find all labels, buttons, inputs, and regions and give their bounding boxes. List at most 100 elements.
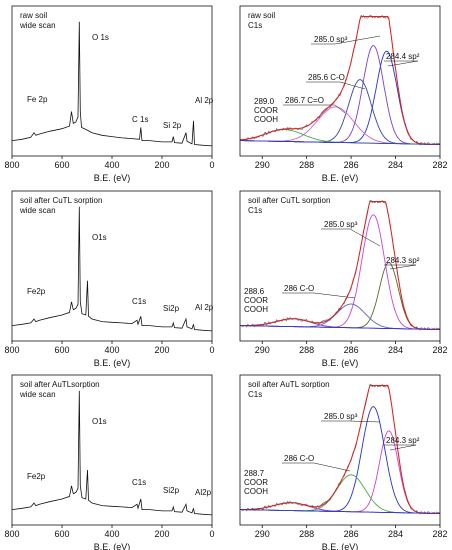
label-leader xyxy=(349,228,381,247)
x-tick-label: 800 xyxy=(4,345,19,355)
x-tick-label: 284 xyxy=(388,529,403,539)
panel-title: soil after AuTL sorption xyxy=(248,380,330,389)
label-leader xyxy=(349,420,381,423)
peak-label: 284.3 sp² xyxy=(386,436,420,445)
x-tick-label: 800 xyxy=(4,529,19,539)
x-tick-label: 290 xyxy=(255,345,270,355)
peak-label: COOH xyxy=(244,487,268,496)
peak-label: COOH xyxy=(254,115,278,124)
x-tick-label: 282 xyxy=(432,345,447,355)
x-tick-label: 0 xyxy=(209,160,214,170)
peak-label: 288.6 xyxy=(244,287,265,296)
peak-label: 285.0 sp³ xyxy=(324,220,358,229)
panel-title: soil after CuTL sorption xyxy=(20,196,102,205)
plot-frame xyxy=(239,374,441,526)
x-axis-label: B.E. (eV) xyxy=(322,358,359,368)
survey-spectrum-line xyxy=(11,21,213,147)
peak-label: C 1s xyxy=(132,115,148,124)
x-axis-label: B.E. (eV) xyxy=(94,358,131,368)
x-tick-label: 286 xyxy=(344,529,359,539)
peak-label: C1s xyxy=(132,478,146,487)
peak-label: 284.4 sp² xyxy=(386,52,420,61)
x-tick-label: 200 xyxy=(154,529,169,539)
peak-label: Si 2p xyxy=(163,121,182,130)
peak-label: 286.7 C=O xyxy=(285,96,324,105)
x-tick-label: 600 xyxy=(54,345,69,355)
measured-spectrum-line xyxy=(239,199,441,331)
x-tick-label: 600 xyxy=(54,529,69,539)
x-axis-label: B.E. (eV) xyxy=(322,542,359,550)
peak-label: 286 C-O xyxy=(284,454,314,463)
peak-label: Fe 2p xyxy=(27,95,48,104)
x-tick-label: 288 xyxy=(299,529,314,539)
x-tick-label: 200 xyxy=(154,345,169,355)
peak-label: O1s xyxy=(92,417,107,426)
x-tick-label: 288 xyxy=(299,160,314,170)
panel-title: soil after AuTLsorption xyxy=(20,380,100,389)
x-tick-label: 200 xyxy=(154,160,169,170)
panel-title: wide scan xyxy=(19,390,56,399)
x-tick-label: 286 xyxy=(344,345,359,355)
peak-label: 286 C-O xyxy=(284,284,314,293)
panel-title: C1s xyxy=(248,390,262,399)
x-tick-label: 0 xyxy=(209,529,214,539)
x-tick-label: 800 xyxy=(4,160,19,170)
peak-label: O1s xyxy=(92,233,107,242)
peak-label: 288.7 xyxy=(244,469,265,478)
peak-label: Si2p xyxy=(163,304,180,313)
x-tick-label: 290 xyxy=(255,529,270,539)
peak-label: Al 2p xyxy=(195,303,214,312)
label-leader xyxy=(313,292,356,299)
label-leader xyxy=(389,264,417,270)
peak-label: COOR xyxy=(244,478,268,487)
peak-label: 285.0 sp³ xyxy=(324,412,358,421)
fit-component-line xyxy=(240,406,440,514)
x-tick-label: 400 xyxy=(104,160,119,170)
peak-label: COOR xyxy=(254,106,278,115)
peak-label: COOH xyxy=(244,305,268,314)
x-axis-label: B.E. (eV) xyxy=(94,173,131,183)
panel-title: soil after CuTL sorption xyxy=(248,196,330,205)
fit-envelope-line xyxy=(240,385,440,514)
fit-envelope-line xyxy=(240,16,440,145)
x-tick-label: 286 xyxy=(344,160,359,170)
x-tick-label: 290 xyxy=(255,160,270,170)
measured-spectrum-line xyxy=(239,383,441,515)
plot-frame xyxy=(239,190,441,342)
label-leader xyxy=(387,60,419,67)
peak-label: Al 2p xyxy=(195,96,214,105)
background-line xyxy=(239,325,441,330)
fit-component-line xyxy=(240,214,440,330)
peak-label: 284.3 sp² xyxy=(386,256,420,265)
panel-title: C1s xyxy=(248,206,262,215)
fit-envelope-line xyxy=(240,201,440,330)
x-tick-label: 284 xyxy=(388,345,403,355)
x-tick-label: 400 xyxy=(104,345,119,355)
label-leader xyxy=(339,81,366,90)
label-leader xyxy=(334,104,346,114)
peak-label: Si2p xyxy=(163,486,180,495)
peak-label: C1s xyxy=(132,297,146,306)
x-axis-label: B.E. (eV) xyxy=(94,542,131,550)
peak-label: 285.6 C-O xyxy=(308,73,345,82)
x-tick-label: 0 xyxy=(209,345,214,355)
panel-title: raw soil xyxy=(20,11,47,20)
peak-label: 289.0 xyxy=(254,97,275,106)
background-line xyxy=(239,140,441,145)
survey-spectrum-line xyxy=(11,390,213,516)
panel-title: raw soil xyxy=(248,11,275,20)
x-tick-label: 288 xyxy=(299,345,314,355)
x-tick-label: 282 xyxy=(432,529,447,539)
x-tick-label: 400 xyxy=(104,529,119,539)
peak-label: Fe2p xyxy=(27,287,46,296)
plot-frame xyxy=(239,5,441,157)
x-tick-label: 284 xyxy=(388,160,403,170)
panel-title: C1s xyxy=(248,21,262,30)
panel-title: wide scan xyxy=(19,21,56,30)
peak-label: O 1s xyxy=(92,33,109,42)
